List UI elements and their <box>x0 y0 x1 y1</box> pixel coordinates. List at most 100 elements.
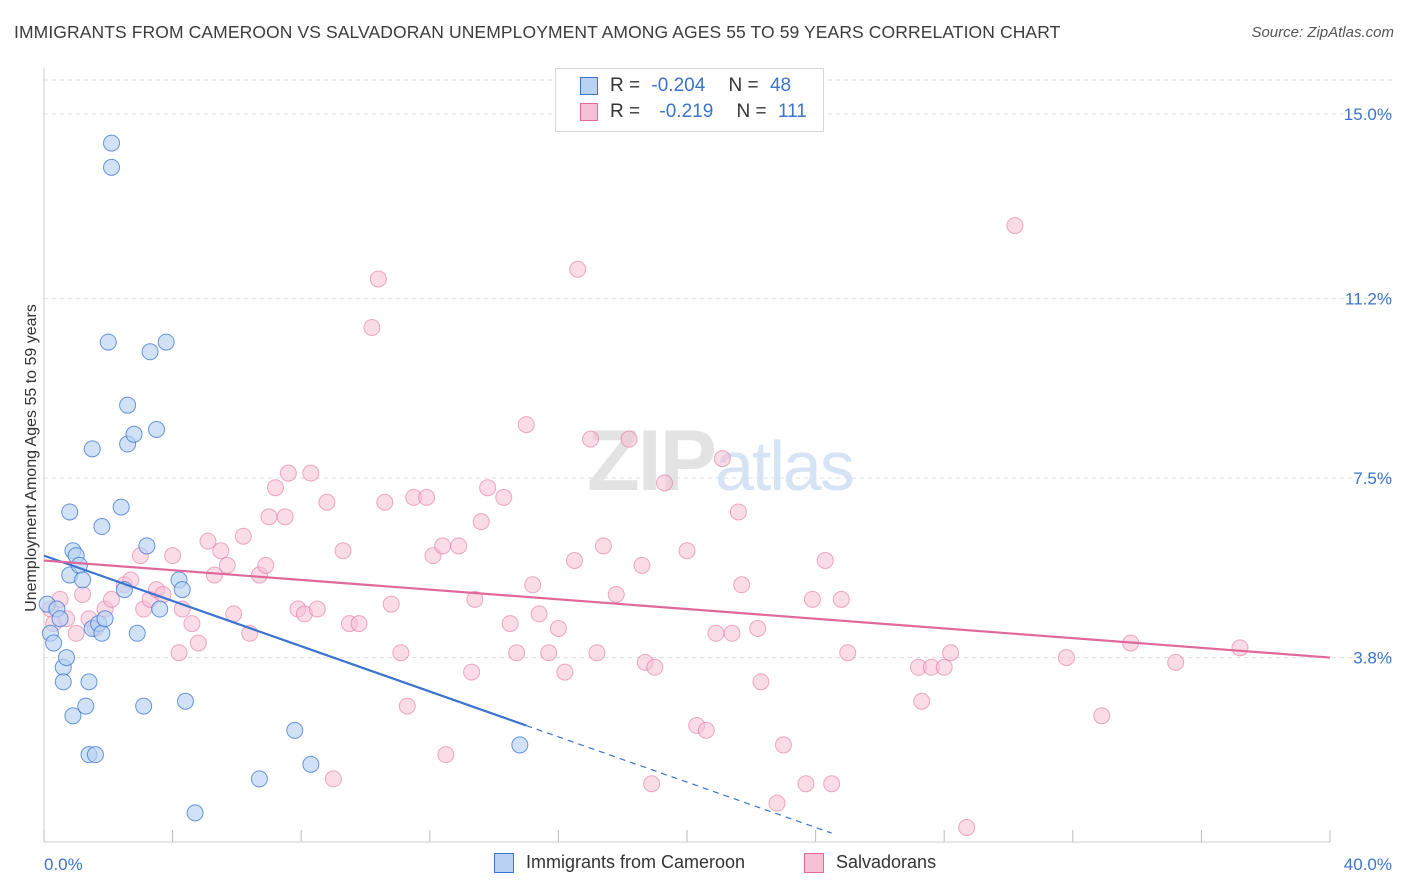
salvadorans-point <box>797 775 815 793</box>
cameroon-point <box>119 396 137 414</box>
salvadorans-point <box>466 590 484 608</box>
chart-title: IMMIGRANTS FROM CAMEROON VS SALVADORAN U… <box>14 22 1061 42</box>
tick-labels: 3.8% 7.5% 11.2% 15.0% 0.0% 40.0% <box>44 105 1392 874</box>
salvadorans-point <box>218 556 236 574</box>
salvadorans-point <box>472 513 490 531</box>
salvadorans-point <box>713 450 731 468</box>
salvadorans-point <box>199 532 217 550</box>
salvadorans-point <box>607 585 625 603</box>
cameroon-point <box>176 692 194 710</box>
salvadorans-point <box>774 736 792 754</box>
cameroon-point <box>80 673 98 691</box>
salvadorans-point <box>234 527 252 545</box>
cameroon-point <box>148 420 166 438</box>
cameroon-point <box>157 333 175 351</box>
salvadorans-point <box>67 624 85 642</box>
salvadorans-point <box>276 508 294 526</box>
salvadorans-point <box>302 464 320 482</box>
salvadorans-point <box>1231 639 1249 657</box>
salvadorans-point <box>170 644 188 662</box>
cameroon-point <box>86 746 104 764</box>
cameroon-point <box>511 736 529 754</box>
salvadorans-point <box>588 644 606 662</box>
salvadorans-point <box>418 488 436 506</box>
salvadorans-point <box>363 319 381 337</box>
cameroon-point <box>151 600 169 618</box>
salvadorans-point <box>463 663 481 681</box>
cameroon-point <box>83 440 101 458</box>
salvadorans-point <box>549 619 567 637</box>
salvadorans-point <box>450 537 468 555</box>
salvadorans-point <box>369 270 387 288</box>
r-value-salvadorans: -0.219 <box>659 101 714 122</box>
salvadorans-point <box>324 770 342 788</box>
cameroon-point <box>135 697 153 715</box>
salvadorans-point <box>803 590 821 608</box>
cameroon-point <box>96 610 114 628</box>
cameroon-point <box>302 755 320 773</box>
salvadorans-swatch <box>580 103 598 121</box>
watermark: ZIPatlas <box>587 413 853 509</box>
correlation-legend: R = -0.204 N = 48 R = -0.219 N = 111 <box>555 68 824 132</box>
cameroon-trend-line <box>43 554 527 727</box>
salvadorans-point <box>437 746 455 764</box>
salvadorans-point <box>633 556 651 574</box>
cameroon-point <box>125 425 143 443</box>
salvadorans-points <box>41 217 1249 836</box>
cameroon-point <box>54 673 72 691</box>
salvadorans-point <box>823 775 841 793</box>
salvadorans-point <box>524 576 542 594</box>
salvadorans-legend-label: Salvadorans <box>836 852 937 872</box>
x-tick-label-max: 40.0% <box>1344 855 1392 874</box>
y-tick-label: 7.5% <box>1353 469 1392 488</box>
salvadorans-point <box>508 644 526 662</box>
salvadorans-point <box>839 644 857 662</box>
cameroon-point <box>128 624 146 642</box>
cameroon-point <box>77 697 95 715</box>
cameroon-point <box>93 624 111 642</box>
cameroon-point <box>186 804 204 822</box>
salvadorans-point <box>565 551 583 569</box>
cameroon-point <box>141 343 159 361</box>
y-tick-label: 11.2% <box>1345 289 1392 308</box>
salvadorans-point <box>733 576 751 594</box>
cameroon-point <box>103 158 121 176</box>
salvadorans-point <box>942 644 960 662</box>
salvadorans-point <box>266 479 284 497</box>
salvadorans-point <box>257 556 275 574</box>
cameroon-swatch <box>580 77 598 95</box>
salvadorans-point <box>729 503 747 521</box>
salvadorans-point <box>382 595 400 613</box>
cameroon-point <box>93 518 111 536</box>
cameroon-point <box>61 503 79 521</box>
cameroon-point <box>51 610 69 628</box>
salvadorans-point <box>398 697 416 715</box>
x-tick-label-min: 0.0% <box>44 855 83 874</box>
salvadorans-point <box>308 600 326 618</box>
salvadorans-point <box>1057 649 1075 667</box>
salvadorans-point <box>74 585 92 603</box>
cameroon-legend-swatch <box>494 853 514 873</box>
salvadorans-point <box>334 542 352 560</box>
trend-lines <box>43 554 1331 834</box>
salvadorans-point <box>768 794 786 812</box>
grid-lines <box>44 79 1395 659</box>
salvadorans-point <box>183 615 201 633</box>
salvadorans-point <box>1167 653 1185 671</box>
salvadorans-point <box>279 464 297 482</box>
salvadorans-point <box>479 479 497 497</box>
salvadorans-point <box>501 615 519 633</box>
cameroon-point <box>103 134 121 152</box>
salvadorans-legend-swatch <box>804 853 824 873</box>
r-label: R = <box>610 75 641 96</box>
cameroon-point <box>64 707 82 725</box>
n-value-cameroon: 48 <box>769 75 792 96</box>
cameroon-legend-label: Immigrants from Cameroon <box>526 852 746 872</box>
salvadorans-point <box>189 634 207 652</box>
salvadorans-trend-line <box>43 559 1331 659</box>
salvadorans-point <box>569 260 587 278</box>
salvadorans-point <box>517 416 535 434</box>
salvadorans-point <box>530 605 548 623</box>
salvadorans-point <box>643 775 661 793</box>
